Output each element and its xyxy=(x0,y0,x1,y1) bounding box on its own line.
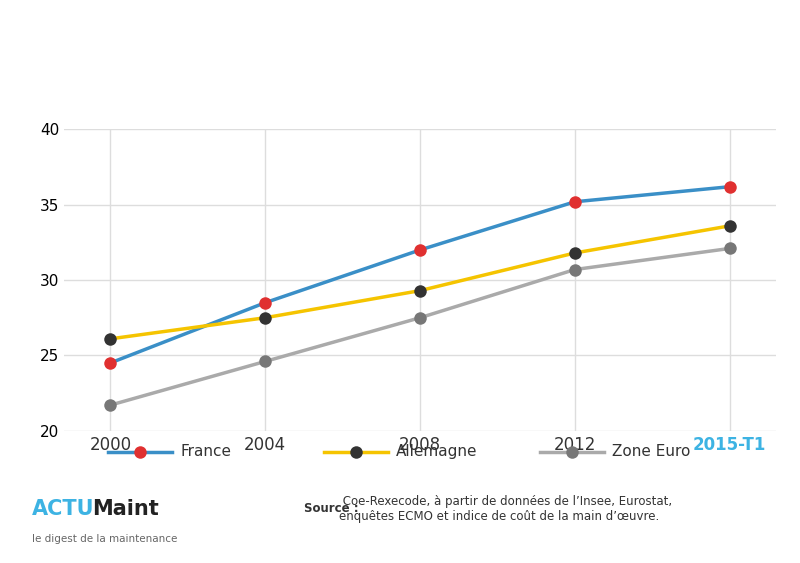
Text: Maint: Maint xyxy=(92,499,158,519)
Text: France: France xyxy=(180,444,231,459)
Text: Source :: Source : xyxy=(304,502,358,515)
Text: Allemagne: Allemagne xyxy=(396,444,478,459)
Text: Coe-Rexecode, à partir de données de l’Insee, Eurostat,
enquêtes ECMO et indice : Coe-Rexecode, à partir de données de l’I… xyxy=(339,495,672,523)
Text: ACTU: ACTU xyxy=(32,499,94,519)
Text: Coût de l’heure de travail: Coût de l’heure de travail xyxy=(219,32,581,55)
Text: Zone Euro: Zone Euro xyxy=(612,444,690,459)
Text: le digest de la maintenance: le digest de la maintenance xyxy=(32,534,178,543)
Text: Dans l’industrie et les services marchands: Dans l’industrie et les services marchan… xyxy=(209,88,591,106)
